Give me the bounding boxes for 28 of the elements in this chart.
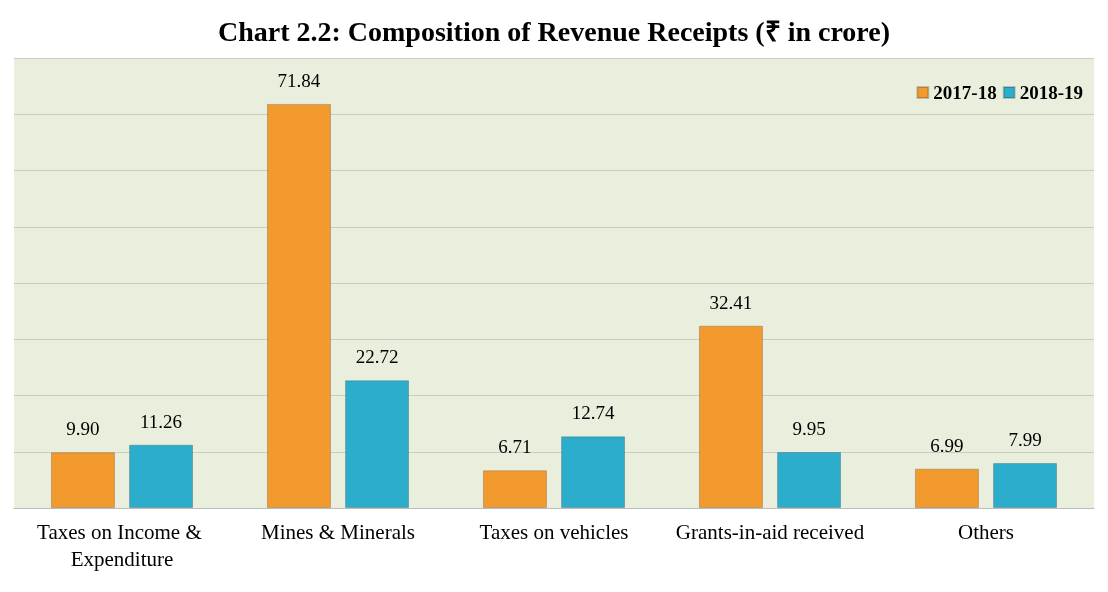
bar [345, 380, 410, 508]
data-label: 12.74 [571, 402, 615, 424]
bar [698, 325, 763, 508]
bar [993, 463, 1058, 508]
x-tick-label: Taxes on vehicles [479, 519, 629, 544]
data-label: 22.72 [355, 346, 399, 368]
x-tick-label: Taxes on Income & Expenditure [37, 519, 207, 571]
data-label: 6.71 [498, 436, 532, 458]
bar [50, 452, 115, 508]
x-tick-label: Grants-in-aid received [675, 519, 865, 544]
legend-label: 2018-19 [1019, 82, 1083, 103]
bar [266, 103, 331, 508]
bar [914, 468, 979, 508]
data-label: 9.95 [792, 418, 826, 440]
bar [777, 452, 842, 508]
bar [129, 444, 194, 508]
x-tick-label: Mines & Minerals [261, 519, 415, 544]
data-label: 9.90 [66, 418, 100, 440]
data-label: 7.99 [1008, 429, 1042, 451]
data-label: 71.84 [277, 69, 321, 91]
x-tick-label: Others [958, 519, 1014, 544]
data-label: 11.26 [140, 410, 183, 432]
data-label: 32.41 [709, 291, 753, 313]
bar [482, 470, 547, 508]
data-label: 6.99 [930, 434, 964, 456]
legend-label: 2017-18 [933, 82, 997, 103]
chart-title: Chart 2.2: Composition of Revenue Receipts (₹ in crore) [217, 15, 891, 47]
bar [561, 436, 626, 508]
